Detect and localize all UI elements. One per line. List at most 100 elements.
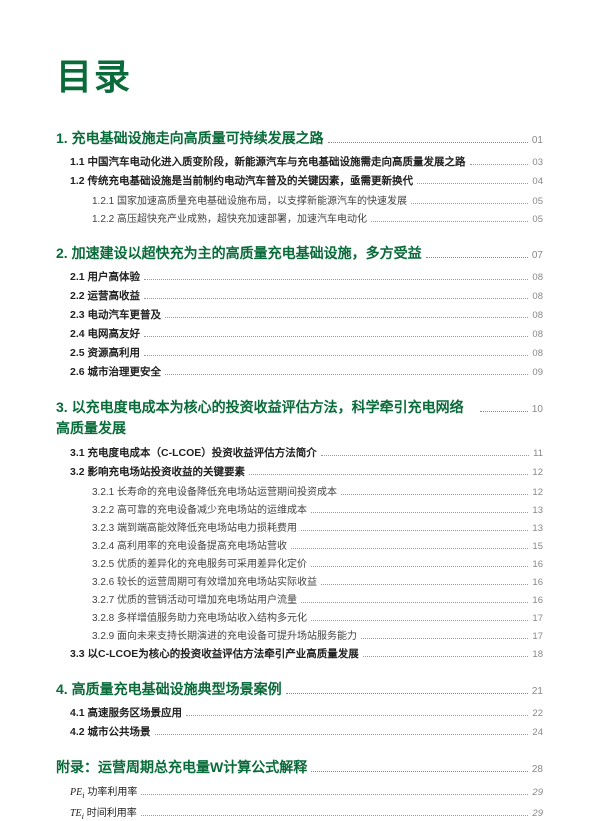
- toc-entry: 1.2 传统充电基础设施是当前制约电动汽车普及的关键因素，亟需更新换代 04: [56, 173, 543, 188]
- leader-dots: [328, 142, 528, 143]
- entry-label: 1.2.2 高压超快充产业成熟，超快充加速部署，加速汽车电动化: [92, 210, 367, 225]
- page-number: 11: [533, 448, 543, 459]
- entry-label: 4.2 城市公共场景: [70, 724, 151, 739]
- leader-dots: [470, 164, 529, 165]
- page-number: 08: [532, 329, 543, 340]
- leader-dots: [186, 715, 528, 716]
- entry-label: 3.1 充电度电成本（C-LCOE）投资收益评估方法简介: [70, 445, 317, 460]
- page-number: 16: [532, 559, 543, 570]
- page-number: 09: [532, 367, 543, 378]
- leader-dots: [249, 474, 528, 475]
- leader-dots: [417, 183, 528, 184]
- section-title: 3. 以充电度电成本为核心的投资收益评估方法，科学牵引充电网络高质量发展: [56, 397, 476, 439]
- entry-label: 1.2 传统充电基础设施是当前制约电动汽车普及的关键因素，亟需更新换代: [70, 173, 413, 188]
- leader-dots: [155, 734, 529, 735]
- toc-title: 目录: [56, 48, 543, 100]
- appendix-title: 附录：运营周期总充电量W计算公式解释: [56, 757, 307, 777]
- entry-label: 3.2.7 优质的营销活动可增加充电场站用户流量: [92, 591, 297, 606]
- page-number: 10: [532, 404, 543, 415]
- page-number: 07: [532, 250, 543, 261]
- entry-label: 3.2 影响充电场站投资收益的关键要素: [70, 464, 245, 479]
- leader-dots: [363, 656, 529, 657]
- appendix-heading: 附录：运营周期总充电量W计算公式解释 28: [56, 757, 543, 777]
- entry-label: PEi 功率利用率: [70, 783, 137, 800]
- entry-label: 4.1 高速服务区场景应用: [70, 705, 182, 720]
- leader-dots: [341, 494, 528, 495]
- leader-dots: [165, 374, 528, 375]
- page-number: 08: [532, 348, 543, 359]
- page-number: 17: [532, 613, 543, 624]
- toc-entry: 2.3 电动汽车更普及 08: [56, 307, 543, 322]
- leader-dots: [311, 512, 528, 513]
- leader-dots: [144, 298, 528, 299]
- entry-label: 3.2.5 优质的差异化的充电服务可采用差异化定价: [92, 555, 307, 570]
- leader-dots: [311, 771, 528, 772]
- entry-label: 3.2.6 较长的运营周期可有效增加充电场站实际收益: [92, 573, 317, 588]
- toc-entry-sub: 3.2.5 优质的差异化的充电服务可采用差异化定价 16: [56, 555, 543, 570]
- leader-dots: [141, 794, 528, 795]
- toc-entry-sub: 3.2.8 多样增值服务助力充电场站收入结构多元化 17: [56, 609, 543, 624]
- toc-entry-sub: 1.2.2 高压超快充产业成熟，超快充加速部署，加速汽车电动化05: [56, 210, 543, 225]
- entry-label: 2.3 电动汽车更普及: [70, 307, 161, 322]
- entry-label: 2.5 资源高利用: [70, 345, 140, 360]
- page-number: 22: [532, 708, 543, 719]
- toc-entry: 2.2 运营高收益 08: [56, 288, 543, 303]
- page-number: 08: [532, 272, 543, 283]
- toc-entry-sub: 3.2.3 端到端高能效降低充电场站电力损耗费用 13: [56, 519, 543, 534]
- leader-dots: [311, 566, 528, 567]
- leader-dots: [286, 693, 528, 694]
- section-title: 4. 高质量充电基础设施典型场景案例: [56, 679, 282, 699]
- page-number: 28: [532, 764, 543, 775]
- page-number: 29: [532, 808, 543, 819]
- entry-label: 3.2.3 端到端高能效降低充电场站电力损耗费用: [92, 519, 297, 534]
- page-number: 08: [532, 291, 543, 302]
- page-number: 12: [532, 467, 543, 478]
- section-heading: 2. 加速建设以超快充为主的高质量充电基础设施，多方受益 07: [56, 243, 543, 263]
- page-number: 08: [532, 310, 543, 321]
- toc-entry-sub: 3.2.1 长寿命的充电设备降低充电场站运营期间投资成本12: [56, 483, 543, 498]
- entry-label: 2.2 运营高收益: [70, 288, 140, 303]
- leader-dots: [165, 317, 528, 318]
- entry-label: 3.2.8 多样增值服务助力充电场站收入结构多元化: [92, 609, 307, 624]
- entry-label: 3.2.4 高利用率的充电设备提高充电场站营收: [92, 537, 287, 552]
- section-title: 2. 加速建设以超快充为主的高质量充电基础设施，多方受益: [56, 243, 422, 263]
- leader-dots: [411, 203, 528, 204]
- leader-dots: [321, 584, 528, 585]
- leader-dots: [144, 355, 528, 356]
- toc-entry: 4.1 高速服务区场景应用 22: [56, 705, 543, 720]
- toc-entry-sub: 3.2.2 高可靠的充电设备减少充电场站的运维成本13: [56, 501, 543, 516]
- page-number: 16: [532, 595, 543, 606]
- toc-entry: 3.1 充电度电成本（C-LCOE）投资收益评估方法简介 11: [56, 445, 543, 460]
- page-number: 18: [532, 649, 543, 660]
- section-heading: 3. 以充电度电成本为核心的投资收益评估方法，科学牵引充电网络高质量发展 10: [56, 397, 543, 439]
- section-heading: 1. 充电基础设施走向高质量可持续发展之路01: [56, 128, 543, 148]
- toc-entry-sub: 3.2.7 优质的营销活动可增加充电场站用户流量 16: [56, 591, 543, 606]
- entry-label: 1.1 中国汽车电动化进入质变阶段，新能源汽车与充电基础设施需走向高质量发展之路: [70, 154, 466, 169]
- page-number: 04: [532, 176, 543, 187]
- entry-label: 3.3 以C-LCOE为核心的投资收益评估方法牵引产业高质量发展: [70, 646, 359, 661]
- leader-dots: [480, 411, 528, 412]
- leader-dots: [371, 221, 528, 222]
- toc-body: 1. 充电基础设施走向高质量可持续发展之路01 1.1 中国汽车电动化进入质变阶段…: [56, 128, 543, 821]
- entry-label: 3.2.1 长寿命的充电设备降低充电场站运营期间投资成本: [92, 483, 337, 498]
- page-number: 13: [532, 523, 543, 534]
- appendix-entry: PEi 功率利用率29: [56, 783, 543, 800]
- page-number: 15: [532, 541, 543, 552]
- toc-entry: 1.1 中国汽车电动化进入质变阶段，新能源汽车与充电基础设施需走向高质量发展之路…: [56, 154, 543, 169]
- section-title: 1. 充电基础设施走向高质量可持续发展之路: [56, 128, 324, 148]
- page-number: 21: [532, 686, 543, 697]
- leader-dots: [301, 530, 528, 531]
- leader-dots: [144, 336, 528, 337]
- leader-dots: [426, 257, 528, 258]
- leader-dots: [321, 455, 529, 456]
- leader-dots: [361, 638, 528, 639]
- toc-entry: 2.4 电网高友好08: [56, 326, 543, 341]
- toc-entry-sub: 3.2.9 面向未来支持长期演进的充电设备可提升场站服务能力17: [56, 627, 543, 642]
- entry-label: 3.2.9 面向未来支持长期演进的充电设备可提升场站服务能力: [92, 627, 357, 642]
- toc-entry: 3.3 以C-LCOE为核心的投资收益评估方法牵引产业高质量发展 18: [56, 646, 543, 661]
- entry-label: 2.1 用户高体验: [70, 269, 140, 284]
- entry-label: 1.2.1 国家加速高质量充电基础设施布局，以支撑新能源汽车的快速发展: [92, 192, 407, 207]
- entry-label: 2.6 城市治理更安全: [70, 364, 161, 379]
- toc-entry: 3.2 影响充电场站投资收益的关键要素 12: [56, 464, 543, 479]
- page-number: 05: [532, 196, 543, 207]
